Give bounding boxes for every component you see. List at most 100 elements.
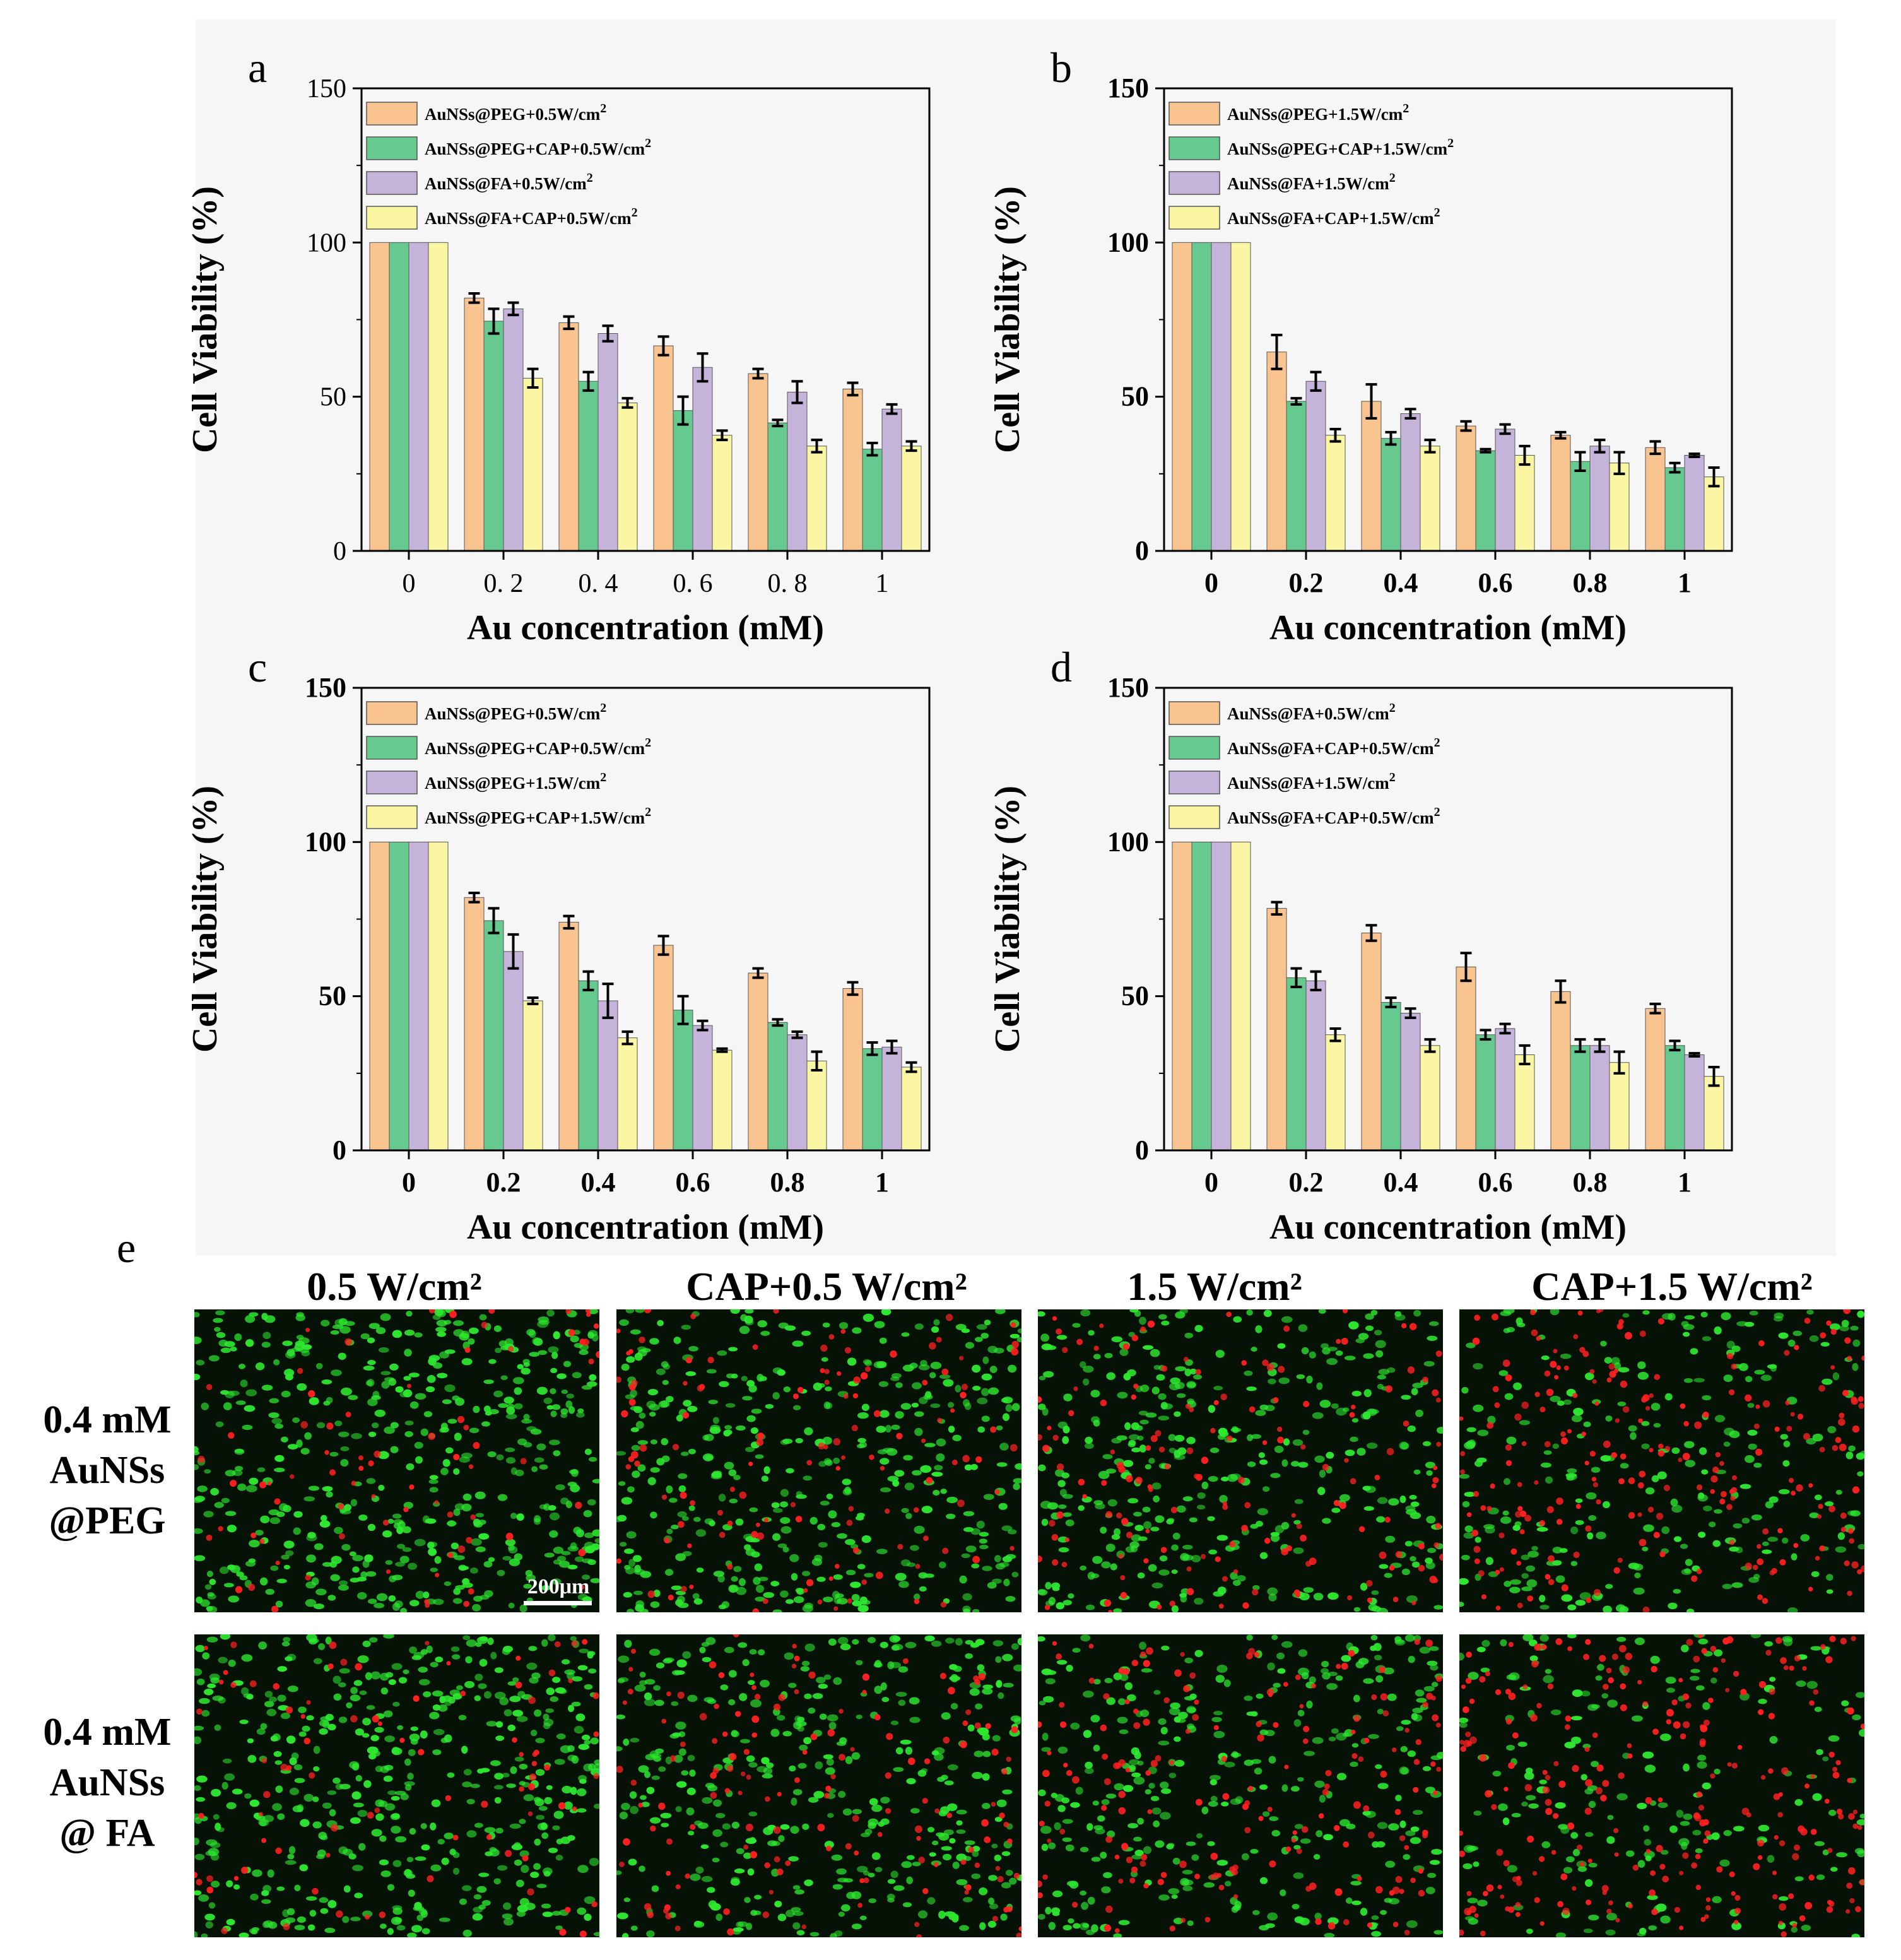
live-cell xyxy=(452,1693,462,1700)
dead-cell xyxy=(1703,1719,1710,1727)
dead-cell xyxy=(1101,1480,1107,1486)
dead-cell xyxy=(616,1558,621,1564)
live-cell xyxy=(1081,1901,1089,1910)
live-cell xyxy=(1651,1475,1659,1482)
dead-cell xyxy=(1845,1909,1851,1914)
live-cell xyxy=(662,1658,673,1664)
live-cell xyxy=(330,1574,340,1581)
live-cell xyxy=(700,1844,709,1850)
live-cell xyxy=(195,1644,205,1652)
live-cell xyxy=(298,1337,310,1344)
errorbar-a-s3-c5 xyxy=(791,380,803,404)
live-cell xyxy=(831,1854,843,1861)
errorbar-b-s3-c5 xyxy=(1594,439,1606,454)
live-cell xyxy=(389,1363,399,1371)
live-cell xyxy=(433,1728,445,1735)
live-cell xyxy=(495,1827,503,1834)
dead-cell xyxy=(1129,1877,1136,1884)
dead-cell xyxy=(974,1722,981,1729)
dead-cell xyxy=(1461,1684,1466,1689)
live-cell xyxy=(802,1604,813,1612)
dead-cell xyxy=(1088,1643,1094,1649)
dead-cell xyxy=(1793,1543,1799,1549)
live-cell xyxy=(309,1397,319,1405)
live-cell xyxy=(1583,1928,1593,1933)
live-cell xyxy=(1405,1830,1416,1836)
live-cell xyxy=(1425,1562,1435,1569)
dead-cell xyxy=(1794,1345,1799,1350)
live-cell xyxy=(1153,1365,1161,1370)
dead-cell xyxy=(1615,1918,1620,1923)
live-cell xyxy=(517,1904,529,1913)
dead-cell xyxy=(1426,1692,1433,1700)
dead-cell xyxy=(1547,1683,1554,1690)
live-cell xyxy=(1057,1421,1068,1429)
live-cell xyxy=(1101,1798,1110,1805)
live-cell xyxy=(710,1424,721,1432)
ytick-label-d-150: 150 xyxy=(1107,672,1149,703)
live-cell xyxy=(1290,1786,1300,1792)
bar-c-s2-c1 xyxy=(389,841,409,1151)
xtick-label-a-3: 0. 4 xyxy=(579,569,618,598)
live-cell xyxy=(1161,1645,1170,1651)
live-cell xyxy=(430,1662,438,1668)
dead-cell xyxy=(1474,1913,1479,1918)
dead-cell xyxy=(1852,1823,1859,1829)
live-cell xyxy=(982,1750,991,1757)
dead-cell xyxy=(1830,1365,1835,1370)
dead-cell xyxy=(1148,1487,1153,1492)
live-cell xyxy=(469,1427,480,1434)
live-cell xyxy=(283,1637,291,1643)
live-cell xyxy=(409,1646,417,1654)
dead-cell xyxy=(644,1903,652,1911)
dead-cell xyxy=(1327,1922,1336,1930)
live-cell xyxy=(1278,1377,1290,1384)
live-cell xyxy=(704,1518,714,1525)
live-cell xyxy=(350,1578,360,1583)
live-cell xyxy=(194,1311,200,1318)
errorbar-d-s4-c2 xyxy=(1329,1027,1341,1042)
live-cell xyxy=(1769,1496,1779,1503)
dead-cell xyxy=(336,1910,343,1918)
live-cell xyxy=(909,1716,921,1723)
dead-cell xyxy=(1221,1756,1227,1762)
dead-cell xyxy=(828,1334,835,1340)
live-cell xyxy=(404,1758,411,1766)
micrograph-bg xyxy=(194,1634,599,1937)
live-cell xyxy=(959,1925,969,1931)
dead-cell xyxy=(1062,1347,1068,1354)
live-cell xyxy=(657,1319,664,1326)
live-cell xyxy=(1052,1890,1063,1898)
dead-cell xyxy=(1515,1902,1521,1908)
live-cell xyxy=(262,1331,271,1340)
live-cell xyxy=(745,1447,755,1453)
live-cell xyxy=(338,1585,349,1591)
live-cell xyxy=(215,1310,225,1316)
live-cell xyxy=(765,1762,774,1769)
legend-item-b-2: AuNSs@PEG+CAP+1.5W/cm2 xyxy=(1168,136,1454,160)
live-cell xyxy=(320,1716,331,1722)
row-1-label-line-2: AuNSs xyxy=(50,1449,165,1492)
live-cell xyxy=(1105,1544,1115,1552)
live-cell xyxy=(861,1600,871,1605)
dead-cell xyxy=(1480,1930,1486,1937)
dead-cell xyxy=(1131,1660,1139,1667)
live-cell xyxy=(970,1463,978,1470)
dead-cell xyxy=(1504,1786,1509,1792)
live-cell xyxy=(1481,1639,1490,1647)
live-cell xyxy=(994,1555,1001,1562)
live-cell xyxy=(1208,1475,1218,1482)
dead-cell xyxy=(1512,1732,1519,1739)
live-cell xyxy=(396,1526,404,1534)
dead-cell xyxy=(267,1481,272,1486)
column-title-1: 0.5 W/cm² xyxy=(307,1264,482,1309)
dead-cell xyxy=(377,1721,382,1727)
live-cell xyxy=(509,1558,521,1566)
dead-cell xyxy=(1585,1525,1592,1532)
live-cell xyxy=(387,1928,394,1935)
live-cell xyxy=(1642,1310,1650,1315)
live-cell xyxy=(925,1636,935,1641)
errorbar-d-s3-c2 xyxy=(1310,970,1322,991)
live-cell xyxy=(390,1446,399,1453)
live-cell xyxy=(510,1513,517,1520)
